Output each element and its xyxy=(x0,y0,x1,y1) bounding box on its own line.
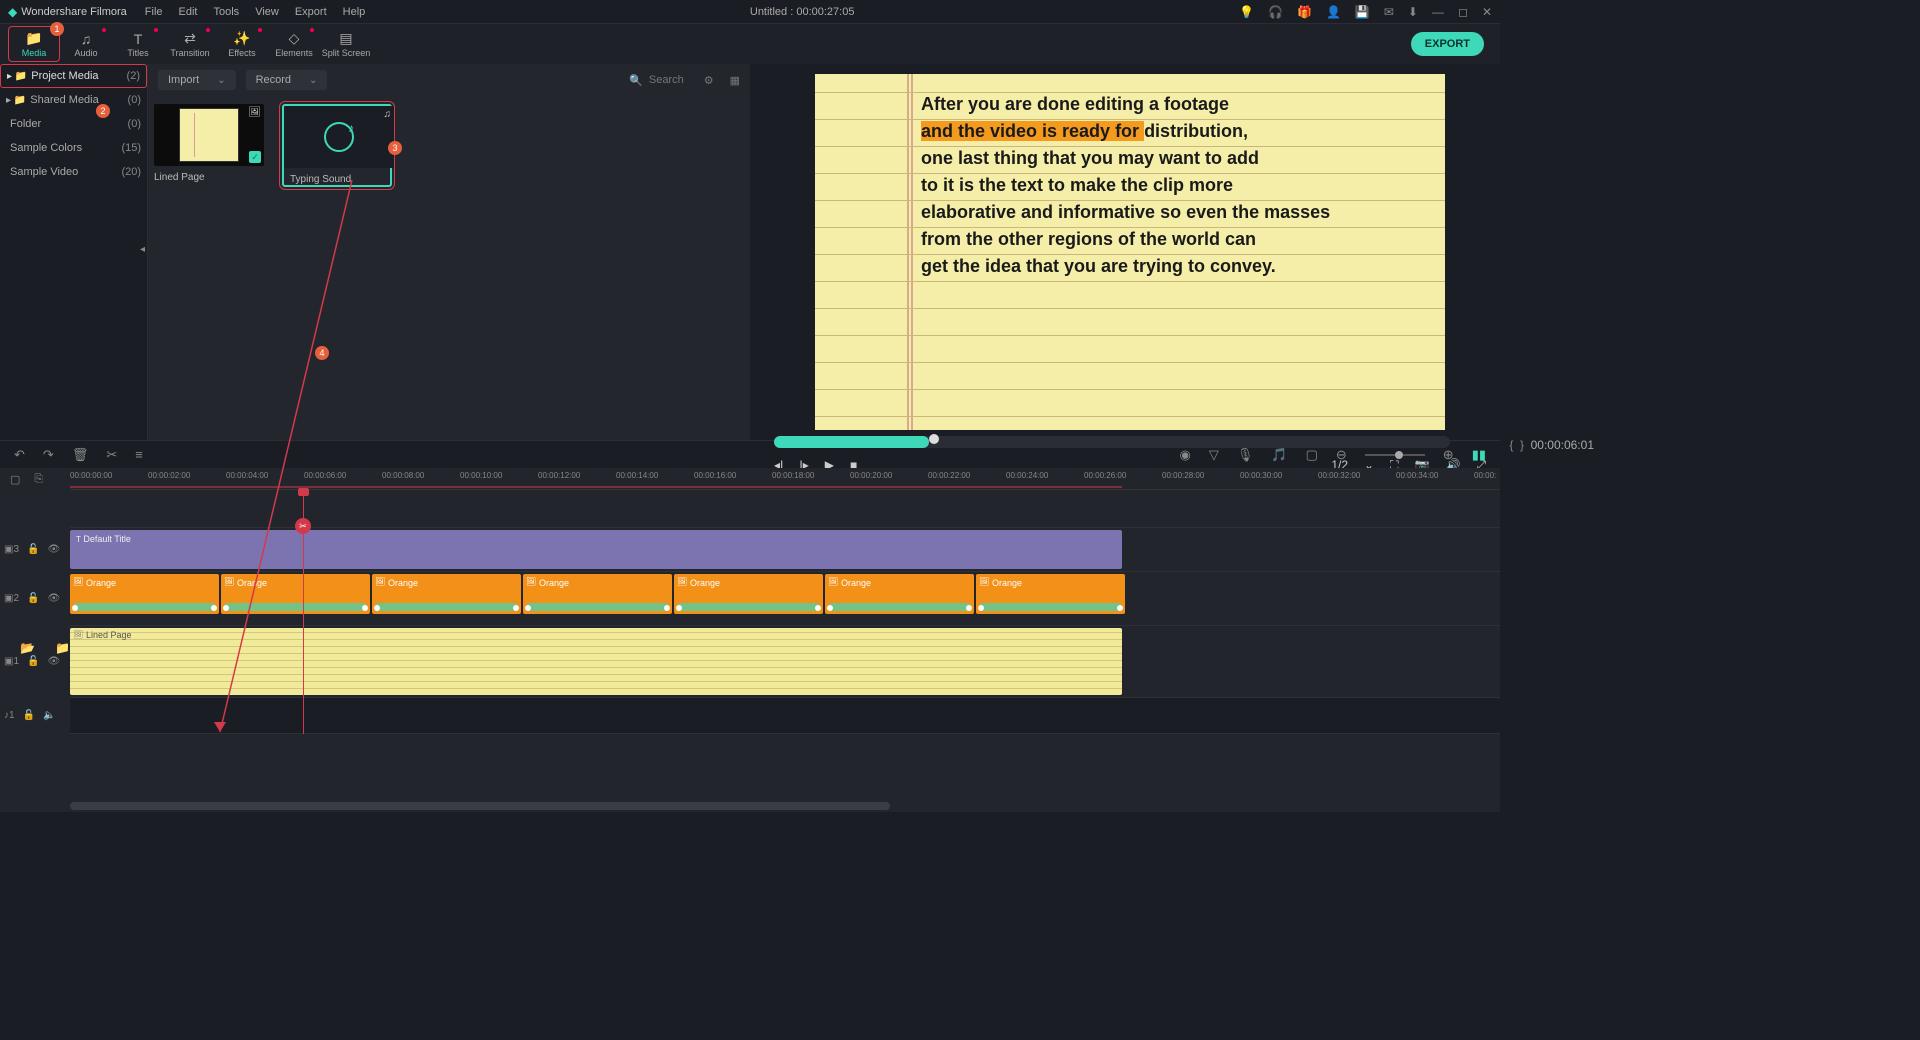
audio-icon: ♫ xyxy=(384,109,392,120)
preview-time: 00:00:06:01 xyxy=(1531,438,1594,452)
mixer-icon[interactable]: 🎵 xyxy=(1271,447,1287,463)
menu-tools[interactable]: Tools xyxy=(214,6,240,18)
clip-orange[interactable]: 🖼Orange xyxy=(372,574,521,614)
zoom-in-icon[interactable]: ⊕ xyxy=(1443,447,1454,463)
title-bar: ◆ Wondershare Filmora File Edit Tools Vi… xyxy=(0,0,1500,24)
search-icon: 🔍 xyxy=(629,74,643,87)
track-video-orange[interactable]: ▣2🔓👁 🖼Orange🖼Orange🖼Orange🖼Orange🖼Orange… xyxy=(70,572,1500,626)
menu-export[interactable]: Export xyxy=(295,6,327,18)
lock-icon[interactable]: 🔓 xyxy=(23,710,35,721)
collapse-arrow-icon[interactable]: ◂ xyxy=(140,244,145,255)
preview-scrubber[interactable] xyxy=(774,436,1450,448)
download-icon[interactable]: ⬇ xyxy=(1408,5,1418,19)
annotation-badge-3: 3 xyxy=(388,141,402,155)
redo-icon[interactable]: ↷ xyxy=(43,447,54,463)
lock-icon[interactable]: 🔓 xyxy=(27,544,39,555)
folder-icon[interactable]: 📁 xyxy=(55,641,70,655)
check-icon: ✓ xyxy=(249,151,261,163)
horizontal-scrollbar[interactable] xyxy=(70,802,890,810)
lightbulb-icon[interactable]: 💡 xyxy=(1239,5,1254,19)
tool-tabs: 📁Media1♫AudioTTitles⇄Transition✨Effects◇… xyxy=(0,24,1500,64)
menu-edit[interactable]: Edit xyxy=(179,6,198,18)
render-icon[interactable]: ◉ xyxy=(1180,447,1191,463)
tab-effects[interactable]: ✨Effects xyxy=(216,26,268,62)
bin-icon[interactable]: ▢ xyxy=(10,473,20,486)
filter-icon[interactable]: ⚙ xyxy=(704,74,714,87)
crop-icon[interactable]: ▢ xyxy=(1306,447,1318,463)
window-icons: 💡 🎧 🎁 👤 💾 ✉ ⬇ — ◻ ✕ xyxy=(1239,5,1492,19)
clip-orange[interactable]: 🖼Orange xyxy=(825,574,974,614)
clip-orange[interactable]: 🖼Orange xyxy=(976,574,1125,614)
track-title[interactable]: ▣3🔓👁 T Default Title xyxy=(70,528,1500,572)
minimize-icon[interactable]: — xyxy=(1432,5,1444,19)
thumb-lined-page[interactable]: 🖼 ✓ Lined Page xyxy=(154,104,264,187)
maximize-icon[interactable]: ◻ xyxy=(1458,5,1468,19)
grid-view-icon[interactable]: ▦ xyxy=(730,74,740,87)
app-logo-icon: ◆ xyxy=(8,5,17,19)
clip-orange[interactable]: 🖼Orange xyxy=(674,574,823,614)
zoom-out-icon[interactable]: ⊖ xyxy=(1336,447,1347,463)
track-audio[interactable]: ♪1🔓🔈 xyxy=(70,698,1500,734)
sidebar-item-project-media[interactable]: ▸ 📁 Project Media(2) xyxy=(0,64,147,88)
tab-audio[interactable]: ♫Audio xyxy=(60,26,112,62)
preview-canvas: After you are done editing a footageand … xyxy=(815,74,1445,430)
tab-split-screen[interactable]: ▤Split Screen xyxy=(320,26,372,62)
zoom-slider[interactable] xyxy=(1365,454,1425,456)
tab-titles[interactable]: TTitles xyxy=(112,26,164,62)
mute-icon[interactable]: 🔈 xyxy=(43,710,55,721)
sidebar-item-sample-video[interactable]: Sample Video(20) xyxy=(0,160,147,184)
undo-icon[interactable]: ↶ xyxy=(14,447,25,463)
mail-icon[interactable]: ✉ xyxy=(1384,5,1394,19)
bracket-icons[interactable]: { } xyxy=(1509,438,1524,452)
media-panel: Import Record 🔍 Search ⚙ ▦ 🖼 ✓ Lined Pag… xyxy=(148,64,750,440)
close-icon[interactable]: ✕ xyxy=(1482,5,1492,19)
gift-icon[interactable]: 🎁 xyxy=(1297,5,1312,19)
menu-help[interactable]: Help xyxy=(343,6,366,18)
voiceover-icon[interactable]: 🎙 xyxy=(1237,447,1254,463)
headphones-icon[interactable]: 🎧 xyxy=(1268,5,1283,19)
search-input[interactable]: Search xyxy=(649,74,684,86)
preview-panel: After you are done editing a footageand … xyxy=(750,64,1500,440)
menu-bar: File Edit Tools View Export Help xyxy=(145,6,365,18)
clip-orange[interactable]: 🖼Orange xyxy=(221,574,370,614)
clip-orange[interactable]: 🖼Orange xyxy=(70,574,219,614)
timeline: ▢ ⎘ 00:00:00:0000:00:02:0000:00:04:0000:0… xyxy=(0,468,1500,812)
project-title: Untitled : 00:00:27:05 xyxy=(365,6,1239,18)
annotation-badge-4: 4 xyxy=(315,346,329,360)
link-icon[interactable]: ⎘ xyxy=(34,473,43,486)
music-icon xyxy=(324,122,354,152)
tab-elements[interactable]: ◇Elements xyxy=(268,26,320,62)
import-dropdown[interactable]: Import xyxy=(158,70,236,90)
user-icon[interactable]: 👤 xyxy=(1326,5,1341,19)
eye-icon[interactable]: 👁 xyxy=(47,544,60,555)
sidebar-item-folder[interactable]: Folder(0) xyxy=(0,112,147,136)
playhead[interactable]: ✂ xyxy=(303,490,304,734)
eye-icon[interactable]: 👁 xyxy=(47,593,60,604)
scissors-icon[interactable]: ✂ xyxy=(295,518,311,534)
settings-icon[interactable]: ≡ xyxy=(135,447,143,462)
marker-icon[interactable]: ▽ xyxy=(1209,447,1219,463)
sidebar-item-shared-media[interactable]: ▸ 📁 Shared Media(0) xyxy=(0,88,147,112)
thumb-typing-sound[interactable]: ♫ Typing Sound 3 xyxy=(282,104,392,187)
tab-media[interactable]: 📁Media1 xyxy=(8,26,60,62)
app-name: Wondershare Filmora xyxy=(21,6,127,18)
image-icon: 🖼 xyxy=(248,107,261,118)
folder-open-icon[interactable]: 📂 xyxy=(20,641,35,655)
media-sidebar: ▸ 📁 Project Media(2)▸ 📁 Shared Media(0)2… xyxy=(0,64,148,440)
sidebar-item-sample-colors[interactable]: Sample Colors(15) xyxy=(0,136,147,160)
lock-icon[interactable]: 🔓 xyxy=(27,593,39,604)
zoom-fit-icon[interactable]: ▮▮ xyxy=(1472,447,1486,463)
track-lined[interactable]: ▣1🔓👁 🖼Lined Page xyxy=(70,626,1500,698)
menu-file[interactable]: File xyxy=(145,6,163,18)
tab-transition[interactable]: ⇄Transition xyxy=(164,26,216,62)
timeline-ruler[interactable]: 00:00:00:0000:00:02:0000:00:04:0000:00:0… xyxy=(70,468,1500,490)
delete-icon[interactable]: 🗑 xyxy=(72,447,89,463)
clip-orange[interactable]: 🖼Orange xyxy=(523,574,672,614)
record-dropdown[interactable]: Record xyxy=(246,70,328,90)
menu-view[interactable]: View xyxy=(255,6,279,18)
save-icon[interactable]: 💾 xyxy=(1355,5,1370,19)
cut-icon[interactable]: ✂ xyxy=(106,447,117,463)
export-button[interactable]: EXPORT xyxy=(1411,32,1484,56)
